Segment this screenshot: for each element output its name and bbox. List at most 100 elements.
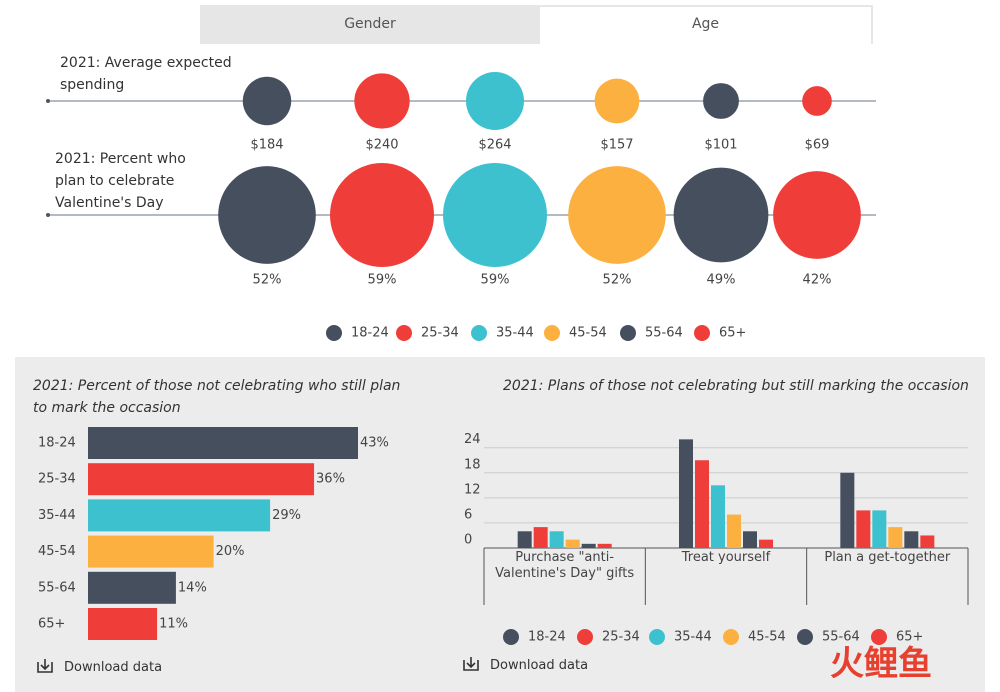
bar [759,539,773,548]
bar [856,510,871,548]
tab[interactable]: Gender [344,16,396,32]
value-label: 43% [360,436,389,451]
legend-swatch [871,629,887,645]
category-label: Treat yourself [681,550,771,565]
bar [840,472,855,548]
category-label: 35-44 [38,508,76,523]
value-label: 49% [707,273,736,288]
legend-label: 45-54 [569,326,607,341]
value-label: 20% [216,544,245,559]
y-tick-label: 0 [464,533,472,548]
legend-swatch [503,629,519,645]
bar [88,499,271,532]
watermark: 火鲤鱼 [830,644,932,684]
bubble [466,72,524,130]
bar [904,531,919,548]
bar [88,608,158,640]
legend-label: 35-44 [674,630,712,645]
legend-swatch [620,325,636,341]
chart-title: 2021: Percent of those not celebrating w… [33,378,401,416]
legend-label: 55-64 [822,630,860,645]
bar [597,543,612,548]
bubble [802,86,832,116]
bar [727,514,741,548]
legend-label: 55-64 [645,326,683,341]
legend-label: 25-34 [421,326,459,341]
bubble [354,73,410,129]
legend-label: 35-44 [496,326,534,341]
category-label: 55-64 [38,580,76,595]
value-label: 11% [159,617,188,632]
row-title: 2021: Percent who plan to celebrate Vale… [55,151,186,211]
download-link[interactable]: Download data [490,658,589,673]
value-label: $240 [365,138,398,153]
track-dot [46,213,50,217]
legend-swatch [723,629,739,645]
tab[interactable]: Age [691,16,720,32]
category-label: Purchase "anti-Valentine's Day" gifts [495,550,635,581]
bar [88,427,358,459]
bubble [673,167,769,263]
value-label: 59% [481,273,510,288]
bar [581,543,596,548]
bar [88,463,315,496]
legend-swatch [544,325,560,341]
bar [872,510,887,548]
legend-swatch [396,325,412,341]
download-link[interactable]: Download data [64,660,163,675]
category-label: 25-34 [38,472,76,487]
value-label: $157 [600,138,633,153]
value-label: 29% [272,508,301,523]
value-label: $264 [478,138,511,153]
bubble [330,163,434,267]
value-label: 52% [253,273,282,288]
bar [679,439,693,548]
bar [517,531,532,548]
value-label: 59% [368,273,397,288]
legend-label: 65+ [896,630,923,645]
active-tab-bg [540,7,871,44]
legend-label: 18-24 [528,630,566,645]
row-title: 2021: Average expected spending [60,55,232,93]
legend-label: 25-34 [602,630,640,645]
legend-label: 18-24 [351,326,389,341]
legend-swatch [649,629,665,645]
bar [88,535,214,568]
category-label: 65+ [38,617,65,632]
legend-swatch [694,325,710,341]
bar [88,571,176,604]
bar [565,539,580,548]
bar [533,527,548,548]
bar [711,485,725,548]
bar [920,535,935,548]
value-label: 42% [803,273,832,288]
bar [549,531,564,548]
bubble [773,171,861,259]
value-label: 36% [316,472,345,487]
download-icon [37,657,479,673]
chart-title: 2021: Plans of those not celebrating but… [503,378,969,394]
bubble [568,166,666,264]
value-label: $101 [704,138,737,153]
legend-swatch [326,325,342,341]
legend-swatch [797,629,813,645]
y-tick-label: 12 [464,482,481,497]
category-label: Plan a get-together [824,550,951,565]
legend-swatch [471,325,487,341]
category-label: 45-54 [38,544,76,559]
value-label: $69 [805,138,830,153]
bar [888,527,903,548]
value-label: $184 [250,138,283,153]
legend-label: 65+ [719,326,746,341]
bubble [242,76,292,126]
bubble [703,83,739,119]
bubble [443,163,547,267]
y-tick-label: 24 [464,432,481,447]
y-tick-label: 18 [464,457,481,472]
track-dot [46,99,50,103]
category-label: 18-24 [38,436,76,451]
value-label: 14% [178,580,207,595]
legend-label: 45-54 [748,630,786,645]
